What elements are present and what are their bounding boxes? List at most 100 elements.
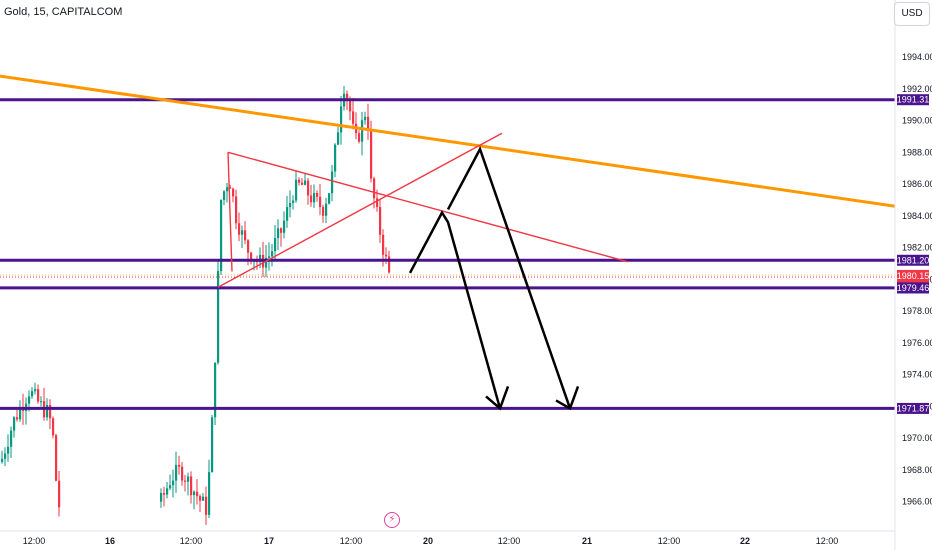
trend-line[interactable] [0, 74, 896, 208]
candle-body [280, 228, 283, 233]
candle-body [259, 254, 262, 263]
candle-body [349, 99, 352, 112]
candle-body [199, 496, 202, 501]
candle-body [172, 480, 175, 486]
time-tick-label: 17 [264, 536, 274, 546]
candle-body [322, 207, 325, 216]
price-tick-label: 1978.00 [902, 306, 932, 316]
price-tick-label: 1974.00 [902, 370, 932, 380]
price-tick-label: 1988.00 [902, 147, 932, 157]
candle-body [337, 132, 340, 145]
candle-body [325, 203, 328, 216]
price-tick-label: 1992.00 [902, 84, 932, 94]
price-tick-label: 1994.00 [902, 52, 932, 62]
price-axis[interactable]: 1966.001968.001970.001972.001974.001976.… [894, 0, 932, 550]
candle-body [190, 476, 193, 496]
candle-body [214, 362, 217, 418]
candle-body [373, 178, 376, 199]
candle-body [187, 476, 190, 482]
candle-body [310, 195, 313, 203]
candle-body [376, 198, 379, 208]
triangle-lower-line[interactable] [217, 132, 503, 288]
candle-body [7, 446, 10, 454]
time-tick-label: 12:00 [816, 536, 839, 546]
triangle-left-edge[interactable] [227, 152, 233, 272]
candle-body [292, 200, 295, 203]
lightning-icon[interactable]: ⚡ [384, 512, 400, 528]
candle-body [211, 417, 214, 473]
price-labels-group: 1991.311981.201979.461971.871980.1509:30… [897, 94, 930, 414]
time-tick-label: 16 [105, 536, 115, 546]
candle-body [28, 396, 31, 404]
candle-body [319, 196, 322, 208]
candle-body [184, 480, 187, 482]
time-tick-label: 12:00 [180, 536, 203, 546]
candle-body [367, 116, 370, 131]
triangle-upper-line[interactable] [227, 151, 629, 263]
candle-body [379, 207, 382, 235]
candle-body [271, 251, 274, 257]
projection-arrow-1[interactable] [408, 210, 502, 409]
candle-body [223, 191, 226, 201]
candle-body [283, 220, 286, 233]
candle-body [286, 207, 289, 221]
level-price-label-bottom-bg [897, 282, 929, 294]
price-tick-label: 1984.00 [902, 211, 932, 221]
candle-body [301, 182, 304, 185]
candle-body [208, 472, 211, 515]
candle-body [316, 192, 319, 197]
candle-body [361, 120, 364, 142]
price-tick-label: 1966.00 [902, 497, 932, 507]
projection-arrow-2[interactable] [446, 145, 572, 409]
time-tick-label: 21 [582, 536, 592, 546]
currency-button[interactable]: USD [894, 2, 930, 26]
candle-body [196, 491, 199, 497]
candle-body [298, 179, 301, 183]
candle-body [295, 179, 298, 201]
symbol-info: Gold, 15, CAPITALCOM [4, 6, 123, 18]
candle-body [58, 480, 61, 508]
drawings-group [0, 74, 896, 411]
candle-body [289, 202, 292, 208]
candle-body [250, 252, 253, 262]
candle-body [10, 430, 13, 447]
candle-body [247, 240, 250, 253]
candle-body [13, 417, 16, 431]
price-tick-label: 1990.00 [902, 116, 932, 126]
candle-body [334, 144, 337, 172]
time-tick-label: 12:00 [498, 536, 521, 546]
candle-body [49, 404, 52, 419]
candle-body [31, 391, 34, 397]
candle-body [340, 106, 343, 133]
candle-body [178, 464, 181, 467]
time-tick-label: 12:00 [340, 536, 363, 546]
candle-body [238, 223, 241, 235]
time-axis[interactable]: 12:00 16 12:00 17 12:00 20 12:00 21 12:00 22 12:00 [0, 530, 895, 546]
candle-body [40, 401, 43, 403]
candle-body [235, 196, 238, 224]
candle-body [163, 492, 166, 495]
candle-body [46, 404, 49, 418]
level-price-label: 1981.20 [897, 255, 930, 265]
candle-body [358, 133, 361, 142]
candle-body [304, 180, 307, 185]
candle-body [166, 488, 169, 495]
candle-body [328, 193, 331, 204]
candle-body [364, 116, 367, 121]
candle-body [181, 466, 184, 481]
candle-body [232, 188, 235, 197]
time-tick-label: 12:00 [23, 536, 46, 546]
candle-body [160, 492, 163, 502]
candle-body [169, 485, 172, 489]
candle-body [244, 230, 247, 241]
candle-body [226, 187, 229, 192]
candle-body [265, 257, 268, 268]
candle-body [4, 453, 7, 459]
candle-body [175, 464, 178, 481]
candle-body [55, 435, 58, 481]
candle-body [307, 180, 310, 196]
candle-body [331, 171, 334, 194]
level-price-label-bg [897, 254, 929, 266]
level-price-label-bg [897, 402, 929, 414]
